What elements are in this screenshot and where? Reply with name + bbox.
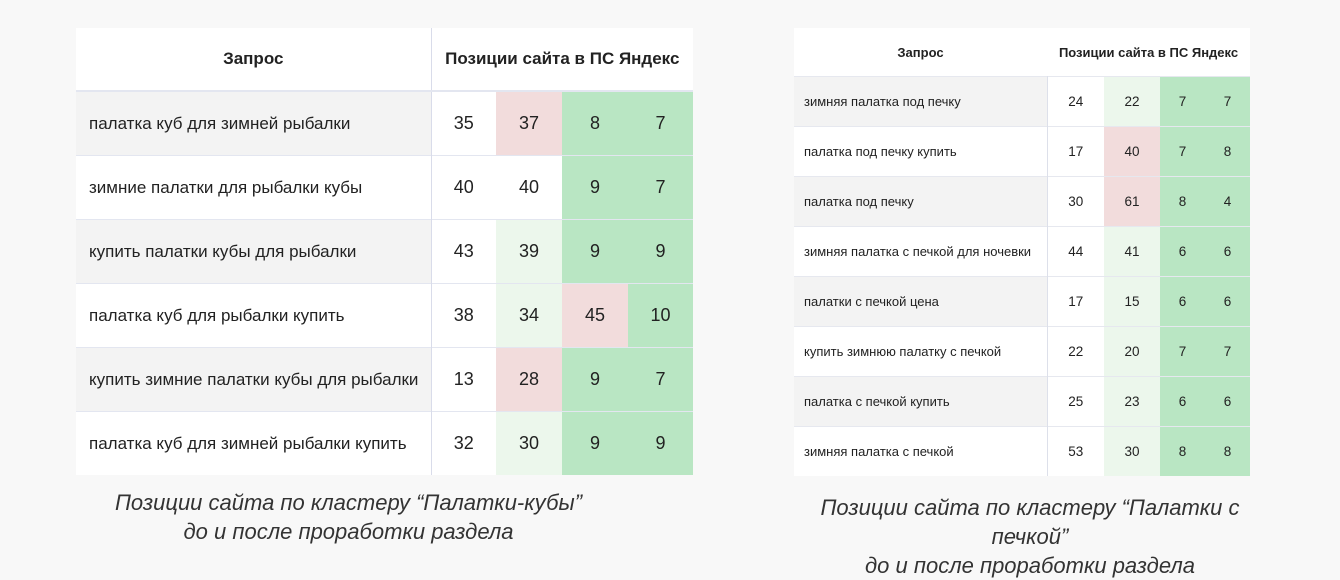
position-cell: 9 bbox=[628, 219, 694, 284]
position-cell: 8 bbox=[1160, 176, 1205, 227]
position-cell: 15 bbox=[1104, 276, 1160, 327]
table-row: палатка под печку 30 61 8 4 bbox=[794, 176, 1251, 227]
position-cell: 35 bbox=[431, 91, 496, 156]
table-row: палатки с печкой цена 17 15 6 6 bbox=[794, 276, 1251, 327]
position-cell: 34 bbox=[496, 283, 562, 348]
query-cell: зимняя палатка с печкой bbox=[794, 426, 1048, 476]
query-cell: палатка под печку bbox=[794, 176, 1048, 227]
position-cell: 23 bbox=[1104, 376, 1160, 427]
position-cell: 17 bbox=[1047, 126, 1104, 177]
position-cell: 9 bbox=[562, 347, 628, 412]
position-cell: 7 bbox=[628, 155, 694, 220]
position-cell: 7 bbox=[1205, 76, 1251, 127]
position-cell: 22 bbox=[1047, 326, 1104, 377]
table-row: зимняя палатка с печкой для ночевки 44 41 6… bbox=[794, 226, 1251, 277]
query-cell: купить зимние палатки кубы для рыбалки bbox=[76, 347, 432, 412]
position-cell: 7 bbox=[628, 347, 694, 412]
table-row: палатка куб для рыбалки купить 38 34 45 10 bbox=[76, 283, 694, 348]
query-cell: купить зимнюю палатку с печкой bbox=[794, 326, 1048, 377]
header-positions: Позиции сайта в ПС Яндекс bbox=[1047, 28, 1251, 77]
right-positions-table-panel: Запрос Позиции сайта в ПС Яндекс зимняя … bbox=[794, 28, 1251, 476]
query-cell: палатка куб для зимней рыбалки купить bbox=[76, 411, 432, 475]
table-row: палатка под печку купить 17 40 7 8 bbox=[794, 126, 1251, 177]
position-cell: 44 bbox=[1047, 226, 1104, 277]
position-cell: 40 bbox=[496, 155, 562, 220]
position-cell: 41 bbox=[1104, 226, 1160, 277]
table-row: зимняя палатка под печку 24 22 7 7 bbox=[794, 76, 1251, 127]
right-positions-table: Запрос Позиции сайта в ПС Яндекс зимняя … bbox=[794, 28, 1251, 476]
position-cell: 4 bbox=[1205, 176, 1251, 227]
position-cell: 9 bbox=[562, 155, 628, 220]
table-row: палатка куб для зимней рыбалки 35 37 8 7 bbox=[76, 91, 694, 156]
position-cell: 8 bbox=[1205, 426, 1251, 476]
right-caption: Позиции сайта по кластеру “Палатки с печ… bbox=[780, 493, 1280, 580]
left-caption-line2: до и после проработки раздела bbox=[183, 519, 514, 544]
position-cell: 10 bbox=[628, 283, 694, 348]
left-caption-line1: Позиции сайта по кластеру “Палатки-кубы” bbox=[114, 490, 583, 515]
position-cell: 61 bbox=[1104, 176, 1160, 227]
position-cell: 6 bbox=[1205, 226, 1251, 277]
position-cell: 45 bbox=[562, 283, 628, 348]
table-row: зимняя палатка с печкой 53 30 8 8 bbox=[794, 426, 1251, 476]
position-cell: 6 bbox=[1160, 226, 1205, 277]
table-row: зимние палатки для рыбалки кубы 40 40 9 7 bbox=[76, 155, 694, 220]
position-cell: 37 bbox=[496, 91, 562, 156]
table-row: палатка с печкой купить 25 23 6 6 bbox=[794, 376, 1251, 427]
position-cell: 7 bbox=[1205, 326, 1251, 377]
position-cell: 30 bbox=[1104, 426, 1160, 476]
position-cell: 32 bbox=[431, 411, 496, 475]
position-cell: 7 bbox=[1160, 76, 1205, 127]
left-caption: Позиции сайта по кластеру “Палатки-кубы”… bbox=[76, 488, 621, 546]
position-cell: 22 bbox=[1104, 76, 1160, 127]
position-cell: 43 bbox=[431, 219, 496, 284]
table-row: купить зимнюю палатку с печкой 22 20 7 7 bbox=[794, 326, 1251, 377]
table-row: купить зимние палатки кубы для рыбалки 13… bbox=[76, 347, 694, 412]
position-cell: 53 bbox=[1047, 426, 1104, 476]
position-cell: 6 bbox=[1205, 376, 1251, 427]
position-cell: 6 bbox=[1205, 276, 1251, 327]
position-cell: 6 bbox=[1160, 276, 1205, 327]
position-cell: 7 bbox=[1160, 326, 1205, 377]
position-cell: 24 bbox=[1047, 76, 1104, 127]
position-cell: 9 bbox=[562, 411, 628, 475]
position-cell: 28 bbox=[496, 347, 562, 412]
query-cell: палатка куб для зимней рыбалки bbox=[76, 91, 432, 156]
position-cell: 38 bbox=[431, 283, 496, 348]
header-positions: Позиции сайта в ПС Яндекс bbox=[431, 28, 694, 92]
header-query: Запрос bbox=[76, 28, 432, 92]
position-cell: 9 bbox=[562, 219, 628, 284]
position-cell: 7 bbox=[1160, 126, 1205, 177]
left-positions-table-panel: Запрос Позиции сайта в ПС Яндекс палатка… bbox=[76, 28, 694, 475]
query-cell: палатка под печку купить bbox=[794, 126, 1048, 177]
position-cell: 8 bbox=[1160, 426, 1205, 476]
query-cell: купить палатки кубы для рыбалки bbox=[76, 219, 432, 284]
position-cell: 39 bbox=[496, 219, 562, 284]
position-cell: 8 bbox=[562, 91, 628, 156]
table-row: купить палатки кубы для рыбалки 43 39 9 9 bbox=[76, 219, 694, 284]
position-cell: 8 bbox=[1205, 126, 1251, 177]
query-cell: зимняя палатка под печку bbox=[794, 76, 1048, 127]
position-cell: 20 bbox=[1104, 326, 1160, 377]
position-cell: 30 bbox=[496, 411, 562, 475]
position-cell: 25 bbox=[1047, 376, 1104, 427]
position-cell: 9 bbox=[628, 411, 694, 475]
position-cell: 40 bbox=[1104, 126, 1160, 177]
position-cell: 17 bbox=[1047, 276, 1104, 327]
query-cell: зимние палатки для рыбалки кубы bbox=[76, 155, 432, 220]
query-cell: палатка куб для рыбалки купить bbox=[76, 283, 432, 348]
left-positions-table: Запрос Позиции сайта в ПС Яндекс палатка… bbox=[76, 28, 694, 475]
position-cell: 30 bbox=[1047, 176, 1104, 227]
query-cell: палатки с печкой цена bbox=[794, 276, 1048, 327]
position-cell: 40 bbox=[431, 155, 496, 220]
table-row: палатка куб для зимней рыбалки купить 32 3… bbox=[76, 411, 694, 475]
right-caption-line2: до и после проработки раздела bbox=[865, 553, 1195, 578]
position-cell: 13 bbox=[431, 347, 496, 412]
query-cell: зимняя палатка с печкой для ночевки bbox=[794, 226, 1048, 277]
header-query: Запрос bbox=[794, 28, 1047, 77]
position-cell: 7 bbox=[628, 91, 694, 156]
right-caption-line1: Позиции сайта по кластеру “Палатки с печ… bbox=[820, 495, 1240, 549]
query-cell: палатка с печкой купить bbox=[794, 376, 1048, 427]
position-cell: 6 bbox=[1160, 376, 1205, 427]
